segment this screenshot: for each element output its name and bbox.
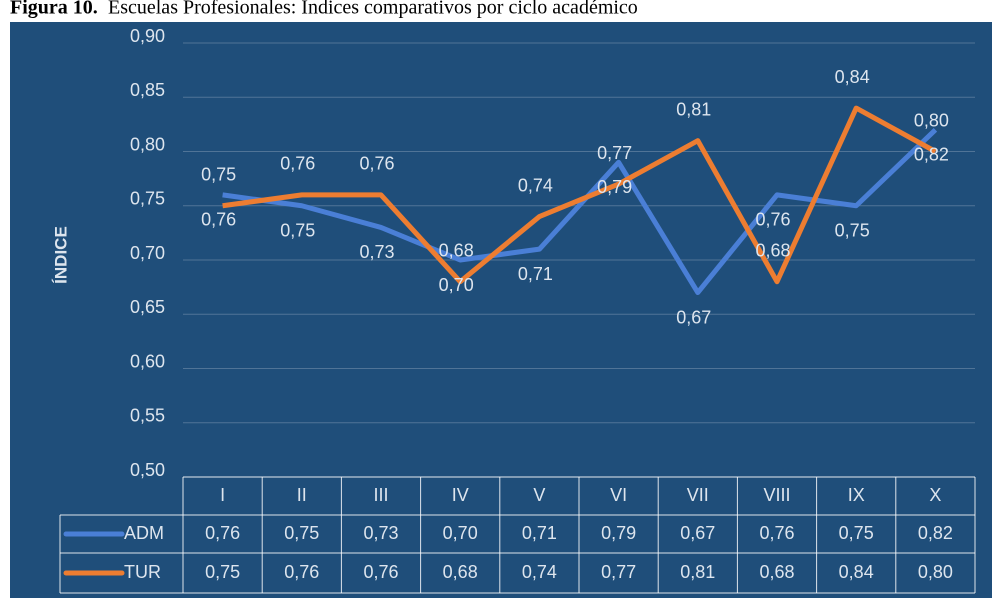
line-series [222,105,937,285]
table-value: 0,71 [522,523,557,543]
data-label: 0,82 [914,145,949,165]
data-label: 0,76 [755,210,790,230]
table-value: 0,76 [205,523,240,543]
table-value: 0,82 [918,523,953,543]
table-value: 0,76 [363,562,398,582]
x-tick-label: I [220,485,225,505]
data-label: 0,76 [359,154,394,174]
x-tick-label: X [929,485,941,505]
table-value: 0,70 [443,523,478,543]
x-tick-label: IX [848,485,865,505]
y-tick-label: 0,70 [130,243,165,263]
table-value: 0,75 [284,523,319,543]
y-tick-label: 0,60 [130,351,165,371]
data-label: 0,84 [835,67,870,87]
table-value: 0,68 [759,562,794,582]
table-value: 0,77 [601,562,636,582]
y-tick-label: 0,90 [130,26,165,46]
table-value: 0,74 [522,562,557,582]
table-value: 0,67 [680,523,715,543]
chart-background [10,22,992,598]
chart-title: Escuelas Profesionales: Índices comparat… [108,0,638,19]
data-label: 0,70 [439,275,474,295]
data-label: 0,71 [518,264,553,284]
legend-label: TUR [124,562,161,582]
data-label: 0,73 [359,242,394,262]
legend-label: ADM [124,523,164,543]
y-tick-label: 0,65 [130,297,165,317]
data-label: 0,74 [518,175,553,195]
x-tick-label: V [533,485,545,505]
data-label: 0,75 [280,221,315,241]
data-label: 0,75 [201,165,236,185]
data-label: 0,80 [914,110,949,130]
table-value: 0,80 [918,562,953,582]
table-value: 0,75 [205,562,240,582]
y-axis-label: ÍNDICE [51,226,70,284]
data-label: 0,81 [676,99,711,119]
y-tick-label: 0,55 [130,406,165,426]
table-value: 0,68 [443,562,478,582]
x-tick-label: II [297,485,307,505]
data-label: 0,68 [439,240,474,260]
data-label: 0,75 [835,221,870,241]
y-tick-label: 0,80 [130,134,165,154]
table-value: 0,79 [601,523,636,543]
table-value: 0,76 [284,562,319,582]
x-tick-label: III [373,485,388,505]
figure-label: Figura 10. [10,0,98,19]
data-label: 0,76 [201,210,236,230]
y-tick-label: 0,85 [130,80,165,100]
table-value: 0,76 [759,523,794,543]
x-tick-label: VIII [763,485,790,505]
x-tick-label: VII [687,485,709,505]
data-label: 0,79 [597,177,632,197]
x-tick-label: IV [452,485,469,505]
data-label: 0,67 [676,307,711,327]
table-value: 0,84 [839,562,874,582]
data-label: 0,68 [755,240,790,260]
y-tick-label: 0,50 [130,460,165,480]
table-value: 0,75 [839,523,874,543]
x-tick-label: VI [610,485,627,505]
data-label: 0,76 [280,154,315,174]
y-tick-label: 0,75 [130,189,165,209]
data-label: 0,77 [597,143,632,163]
table-value: 0,73 [363,523,398,543]
table-value: 0,81 [680,562,715,582]
